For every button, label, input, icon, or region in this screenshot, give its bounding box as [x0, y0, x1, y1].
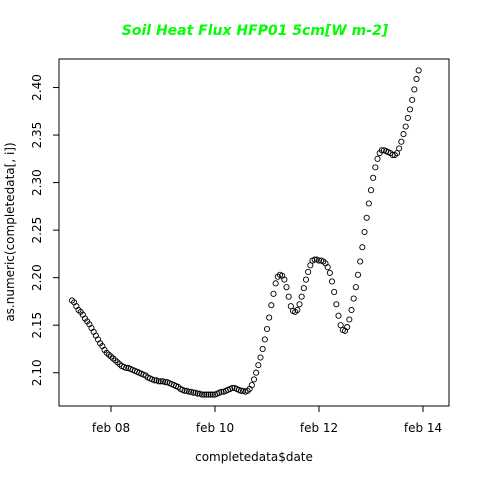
data-point [409, 96, 416, 103]
x-tick-label: feb 08 [92, 421, 130, 435]
y-tick-label: 2.35 [30, 122, 44, 149]
y-axis-label: as.numeric(completedata[, i]) [3, 142, 17, 321]
data-point [151, 377, 158, 384]
data-point [398, 138, 405, 145]
data-point [181, 387, 188, 394]
data-point [305, 268, 312, 276]
data-point [350, 295, 357, 302]
plot-frame [58, 58, 450, 407]
data-point [346, 316, 353, 323]
x-axis: feb 08 feb 10 feb 12 feb 14 [92, 406, 442, 435]
data-point [190, 389, 197, 396]
data-point [229, 384, 236, 391]
data-point [248, 382, 255, 389]
data-point [400, 131, 407, 138]
data-point [415, 67, 422, 74]
chart-title: Soil Heat Flux HFP01 5cm[W m-2] [122, 23, 389, 39]
data-point [257, 354, 264, 361]
data-point [209, 391, 216, 398]
data-point [374, 155, 381, 162]
data-point [205, 391, 212, 398]
data-point [333, 301, 340, 308]
data-point [396, 145, 403, 152]
data-point [123, 364, 130, 372]
y-tick-label: 2.10 [30, 359, 44, 386]
data-points [68, 67, 422, 398]
data-point [300, 285, 307, 292]
data-point [411, 86, 418, 93]
y-tick-label: 2.30 [30, 169, 44, 196]
data-point [194, 390, 201, 397]
data-point [287, 303, 294, 310]
data-point [203, 391, 210, 398]
x-tick-label: feb 12 [300, 421, 338, 435]
data-point [302, 276, 310, 283]
data-point [272, 280, 279, 287]
data-point [337, 322, 344, 329]
data-point [404, 114, 411, 121]
data-point [372, 164, 379, 171]
data-point [253, 369, 260, 376]
data-point [281, 276, 288, 283]
data-point [162, 379, 169, 386]
data-point [363, 214, 370, 221]
data-point [307, 262, 314, 269]
data-point [218, 388, 225, 395]
data-point [324, 264, 331, 271]
y-tick-label: 2.15 [30, 312, 44, 339]
data-point [157, 378, 164, 385]
data-point [250, 376, 258, 383]
data-point [413, 75, 420, 83]
data-point [331, 288, 338, 295]
data-point [185, 388, 193, 395]
data-point [315, 257, 323, 264]
y-axis: 2.10 2.15 2.20 2.25 2.30 2.35 2.40 [30, 74, 59, 386]
y-tick-label: 2.40 [30, 74, 44, 101]
data-point [367, 187, 375, 194]
data-point [207, 391, 214, 398]
data-point [378, 147, 385, 154]
data-point [270, 290, 277, 297]
data-point [344, 324, 351, 331]
data-point [354, 271, 362, 278]
data-point [155, 378, 162, 385]
data-point [393, 150, 401, 157]
data-point [361, 228, 368, 236]
data-point [298, 293, 305, 300]
data-point [365, 200, 372, 207]
y-tick-label: 2.20 [30, 264, 44, 291]
data-point [283, 284, 290, 291]
data-point [328, 278, 336, 285]
data-point [263, 325, 271, 333]
data-point [259, 345, 266, 353]
data-point [261, 336, 268, 343]
data-point [268, 302, 275, 309]
data-point [402, 123, 409, 130]
data-point [266, 314, 273, 321]
data-point [359, 244, 366, 251]
data-point [352, 284, 359, 291]
x-tick-label: feb 10 [196, 421, 234, 435]
data-point [255, 362, 262, 369]
data-point [201, 391, 208, 398]
data-point [296, 301, 303, 308]
data-point [311, 256, 318, 263]
y-tick-label: 2.25 [30, 217, 44, 244]
data-point [237, 387, 245, 394]
data-point [370, 174, 377, 181]
data-point [348, 306, 355, 314]
data-point [294, 306, 301, 314]
data-point [406, 106, 414, 113]
x-axis-label: completedata$date [195, 450, 313, 464]
data-point [285, 293, 292, 300]
data-point [335, 312, 342, 319]
data-point [326, 269, 333, 276]
data-point [198, 391, 206, 398]
data-point [357, 258, 364, 265]
x-tick-label: feb 14 [404, 421, 442, 435]
